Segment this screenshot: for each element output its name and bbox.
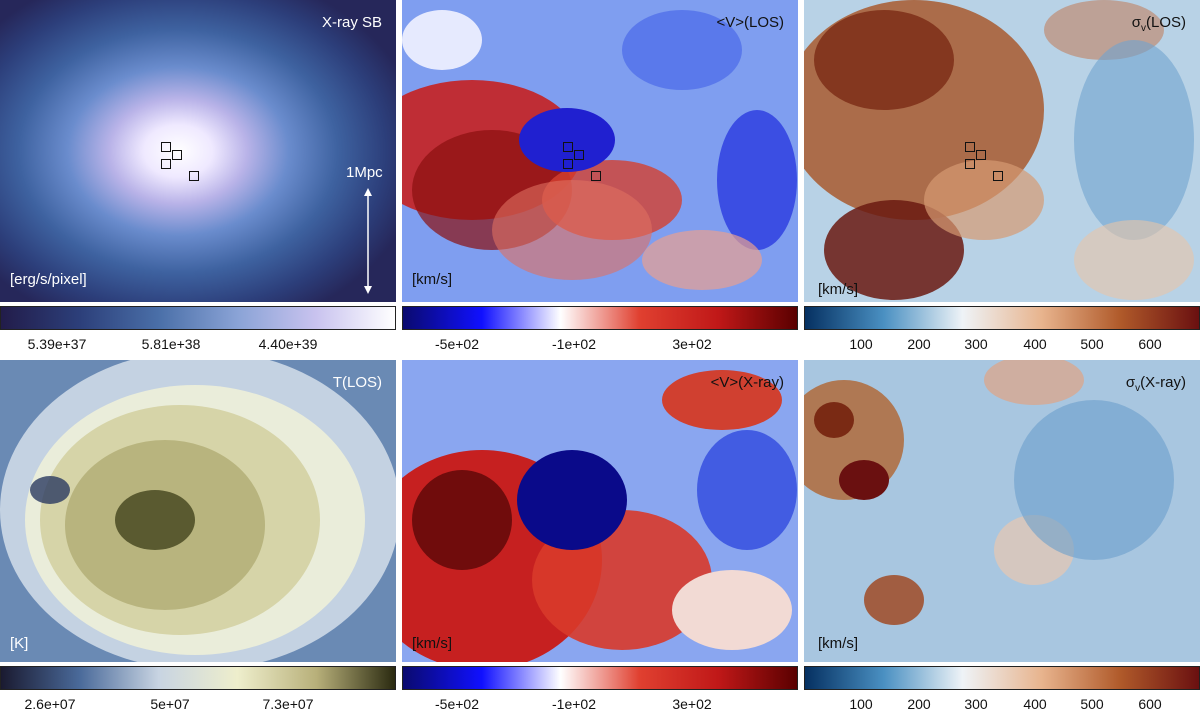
marker-box [993, 171, 1003, 181]
tick-label: -5e+02 [435, 696, 479, 712]
map-sigma-xray [804, 360, 1200, 662]
panel-title: X-ray SB [321, 14, 382, 31]
map-sigma-los [804, 0, 1200, 302]
tick-label: 300 [964, 336, 988, 352]
tick-label: 200 [907, 696, 931, 712]
map-v-xray [402, 360, 798, 662]
panel-title: <V>(LOS) [716, 14, 784, 31]
colorbar-ticks: 5.39e+37 5.81e+38 4.40e+39 [0, 336, 396, 356]
unit-label: [K] [10, 635, 29, 652]
tick-label: 3e+02 [672, 336, 712, 352]
colorbar [0, 666, 396, 690]
title-rest: (X-ray) [1140, 374, 1186, 391]
map-v-los [402, 0, 798, 302]
marker-box [161, 159, 171, 169]
colorbar-ticks: -5e+02 -1e+02 3e+02 [402, 696, 798, 716]
tick-label: 400 [1023, 696, 1047, 712]
panel-title: T(LOS) [332, 374, 382, 391]
colorbar [804, 306, 1200, 330]
tick-label: 100 [849, 336, 873, 352]
tick-label: 7.3e+07 [262, 696, 314, 712]
unit-label: [km/s] [412, 271, 452, 288]
tick-label: 400 [1023, 336, 1047, 352]
marker-box [976, 150, 986, 160]
tick-label: 200 [907, 336, 931, 352]
tick-label: 600 [1138, 696, 1162, 712]
panel-t-los: T(LOS) [K] 2.6e+07 5e+07 7.3e+07 [0, 360, 396, 717]
marker-box [172, 150, 182, 160]
scale-bar-label: 1Mpc [346, 164, 383, 181]
sigma-symbol: σ [1125, 374, 1136, 391]
tick-label: 500 [1080, 696, 1104, 712]
panel-title: σv(X-ray) [1126, 374, 1186, 394]
tick-label: 5.39e+37 [27, 336, 87, 352]
colorbar-ticks: 100 200 300 400 500 600 [804, 696, 1200, 716]
sigma-subscript: v [1135, 383, 1141, 394]
map-xray-sb [0, 0, 396, 302]
marker-box [563, 142, 573, 152]
tick-label: -1e+02 [552, 336, 596, 352]
tick-label: 500 [1080, 336, 1104, 352]
sigma-subscript: v [1140, 23, 1146, 34]
marker-box [189, 171, 199, 181]
panel-v-los: <V>(LOS) [km/s] -5e+02 -1e+02 3e+02 [402, 0, 798, 360]
unit-label: [km/s] [818, 635, 858, 652]
panel-title: σv(LOS) [1132, 14, 1186, 34]
marker-box [161, 142, 171, 152]
panel-v-xray: <V>(X-ray) [km/s] -5e+02 -1e+02 3e+02 [402, 360, 798, 717]
map-t-los [0, 360, 396, 662]
sigma-symbol: σ [1131, 14, 1141, 31]
unit-label: [km/s] [412, 635, 452, 652]
panel-xray-sb: X-ray SB [erg/s/pixel] 1Mpc 5.39e+37 5.8… [0, 0, 396, 360]
panel-title: <V>(X-ray) [710, 374, 784, 391]
unit-label: [erg/s/pixel] [10, 271, 87, 288]
colorbar-ticks: 2.6e+07 5e+07 7.3e+07 [0, 696, 396, 716]
tick-label: 5e+07 [150, 696, 190, 712]
marker-box [574, 150, 584, 160]
tick-label: 2.6e+07 [24, 696, 76, 712]
marker-box [965, 142, 975, 152]
colorbar-ticks: 100 200 300 400 500 600 [804, 336, 1200, 356]
marker-box [563, 159, 573, 169]
panel-sigma-xray: σv(X-ray) [km/s] 100 200 300 400 500 600 [804, 360, 1200, 717]
unit-label: [km/s] [818, 281, 858, 298]
tick-label: 100 [849, 696, 873, 712]
scale-bar [364, 188, 372, 294]
tick-label: 600 [1138, 336, 1162, 352]
marker-box [965, 159, 975, 169]
panel-sigma-los: σv(LOS) [km/s] 100 200 300 400 500 600 [804, 0, 1200, 360]
tick-label: 5.81e+38 [141, 336, 201, 352]
tick-label: -5e+02 [435, 336, 479, 352]
tick-label: -1e+02 [552, 696, 596, 712]
tick-label: 3e+02 [672, 696, 712, 712]
marker-box [591, 171, 601, 181]
colorbar [402, 306, 798, 330]
tick-label: 4.40e+39 [258, 336, 318, 352]
colorbar [402, 666, 798, 690]
colorbar [804, 666, 1200, 690]
colorbar [0, 306, 396, 330]
tick-label: 300 [964, 696, 988, 712]
title-rest: (LOS) [1145, 14, 1186, 31]
colorbar-ticks: -5e+02 -1e+02 3e+02 [402, 336, 798, 356]
